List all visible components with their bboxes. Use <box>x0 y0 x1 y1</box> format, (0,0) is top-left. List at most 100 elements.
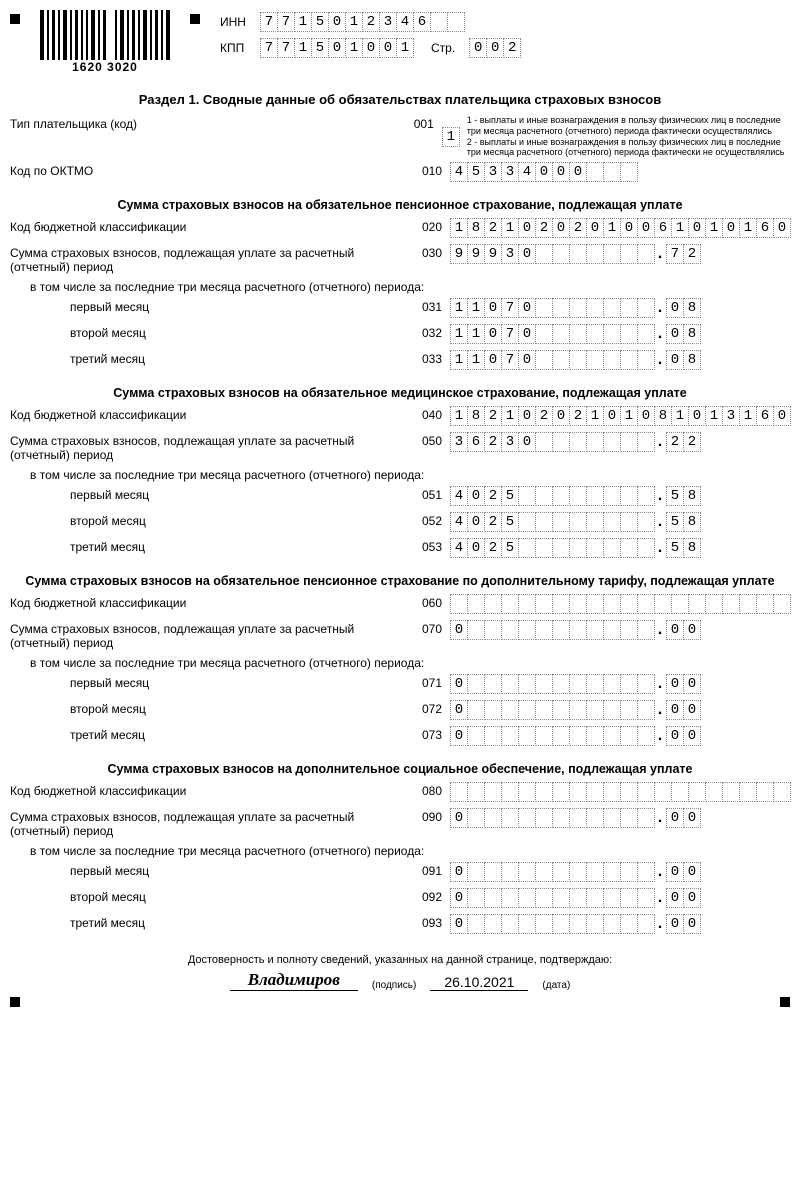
row-code: 051 <box>410 486 450 502</box>
row-label: второй месяц <box>10 512 410 528</box>
form-row: Сумма страховых взносов, подлежащая упла… <box>10 244 790 274</box>
row-label: третий месяц <box>10 726 410 742</box>
inn-row: ИНН 7715012346 <box>220 12 520 32</box>
barcode: 1620 3020 <box>40 10 170 74</box>
decimal-dot: . <box>654 487 666 505</box>
row-cells: 4025.58 <box>450 538 700 558</box>
row-code: 030 <box>410 244 450 260</box>
row-cells: 4025.58 <box>450 486 700 506</box>
decimal-dot: . <box>654 433 666 451</box>
corner-marker-bl <box>10 997 20 1007</box>
decimal-dot: . <box>654 245 666 263</box>
block-title: Сумма страховых взносов на дополнительно… <box>10 762 790 776</box>
section-title: Раздел 1. Сводные данные об обязательств… <box>10 92 790 107</box>
row-code: 090 <box>410 808 450 824</box>
corner-marker-br <box>780 997 790 1007</box>
page-cells: 002 <box>469 38 520 58</box>
row-label: первый месяц <box>10 298 410 314</box>
row-label: Сумма страховых взносов, подлежащая упла… <box>10 244 410 274</box>
row-cells: 4025.58 <box>450 512 700 532</box>
form-row: Код бюджетной классификации080 <box>10 782 790 804</box>
form-row: второй месяц0720.00 <box>10 700 790 722</box>
decimal-dot: . <box>654 809 666 827</box>
form-row: первый месяц0710.00 <box>10 674 790 696</box>
corner-marker-tl <box>10 14 20 24</box>
row-cells: 18210202010061010160 <box>450 218 790 238</box>
signature-date: 26.10.2021 <box>430 974 528 991</box>
row-cells: 0.00 <box>450 862 700 882</box>
form-row: третий месяц0730.00 <box>10 726 790 748</box>
row-label: Сумма страховых взносов, подлежащая упла… <box>10 808 410 838</box>
decimal-dot: . <box>654 863 666 881</box>
decimal-dot: . <box>654 675 666 693</box>
row-cells: 0.00 <box>450 888 700 908</box>
row-cells: 11070.08 <box>450 350 700 370</box>
form-row: первый месяц0910.00 <box>10 862 790 884</box>
inn-cells: 7715012346 <box>260 12 464 32</box>
decimal-dot: . <box>654 889 666 907</box>
decimal-dot: . <box>654 621 666 639</box>
decimal-dot: . <box>654 701 666 719</box>
decimal-dot: . <box>654 915 666 933</box>
form-row: Сумма страховых взносов, подлежащая упла… <box>10 432 790 462</box>
row-cells <box>450 782 790 802</box>
form-row: Код бюджетной классификации0201821020201… <box>10 218 790 240</box>
row-label: Код бюджетной классификации <box>10 218 410 234</box>
row-code: 053 <box>410 538 450 554</box>
row-label: второй месяц <box>10 888 410 904</box>
oktmo-cells: 45334000 <box>450 162 637 182</box>
form-row: Код бюджетной классификации0401821020210… <box>10 406 790 428</box>
form-row: второй месяц03211070.08 <box>10 324 790 346</box>
form-row: третий месяц0534025.58 <box>10 538 790 560</box>
signature-name: Владимиров <box>230 970 358 991</box>
row-cells: 0.00 <box>450 620 700 640</box>
row-label: Сумма страховых взносов, подлежащая упла… <box>10 432 410 462</box>
decimal-dot: . <box>654 299 666 317</box>
form-row: второй месяц0920.00 <box>10 888 790 910</box>
row-label: Сумма страховых взносов, подлежащая упла… <box>10 620 410 650</box>
subnote: в том числе за последние три месяца расч… <box>30 468 790 482</box>
row-code: 071 <box>410 674 450 690</box>
row-code: 080 <box>410 782 450 798</box>
corner-marker-tl2 <box>190 14 200 24</box>
row-label: второй месяц <box>10 324 410 340</box>
row-cells: 0.00 <box>450 700 700 720</box>
decimal-dot: . <box>654 727 666 745</box>
block-title: Сумма страховых взносов на обязательное … <box>10 574 790 588</box>
form-row: третий месяц0930.00 <box>10 914 790 936</box>
row-label: второй месяц <box>10 700 410 716</box>
form-row: второй месяц0524025.58 <box>10 512 790 534</box>
form-row: третий месяц03311070.08 <box>10 350 790 372</box>
subnote: в том числе за последние три месяца расч… <box>30 280 790 294</box>
row-code: 050 <box>410 432 450 448</box>
row-code: 092 <box>410 888 450 904</box>
subnote: в том числе за последние три месяца расч… <box>30 844 790 858</box>
payer-type-label: Тип плательщика (код) <box>10 115 402 131</box>
row-cells: 99930.72 <box>450 244 700 264</box>
footer-confirm: Достоверность и полноту сведений, указан… <box>10 954 790 966</box>
signature-row: Владимиров (подпись) 26.10.2021 (дата) <box>10 970 790 991</box>
block-title: Сумма страховых взносов на обязательное … <box>10 198 790 212</box>
row-label: первый месяц <box>10 674 410 690</box>
row-cells: 36230.22 <box>450 432 700 452</box>
row-code: 093 <box>410 914 450 930</box>
row-label: третий месяц <box>10 914 410 930</box>
payer-type-code: 001 <box>402 115 441 131</box>
row-cells: 11070.08 <box>450 298 700 318</box>
form-row: первый месяц0514025.58 <box>10 486 790 508</box>
row-code: 040 <box>410 406 450 422</box>
form-row: Сумма страховых взносов, подлежащая упла… <box>10 620 790 650</box>
row-cells: 0.00 <box>450 726 700 746</box>
row-cells: 11070.08 <box>450 324 700 344</box>
oktmo-row: Код по ОКТМО 010 45334000 <box>10 162 790 184</box>
subnote: в том числе за последние три месяца расч… <box>30 656 790 670</box>
inn-label: ИНН <box>220 15 250 29</box>
payer-type-row: Тип плательщика (код) 001 1 1 - выплаты … <box>10 115 790 158</box>
row-cells: 0.00 <box>450 914 700 934</box>
decimal-dot: . <box>654 351 666 369</box>
row-cells: 0.00 <box>450 674 700 694</box>
date-label: (дата) <box>542 980 570 991</box>
row-cells: 18210202101081013160 <box>450 406 790 426</box>
row-label: третий месяц <box>10 538 410 554</box>
row-code: 020 <box>410 218 450 234</box>
